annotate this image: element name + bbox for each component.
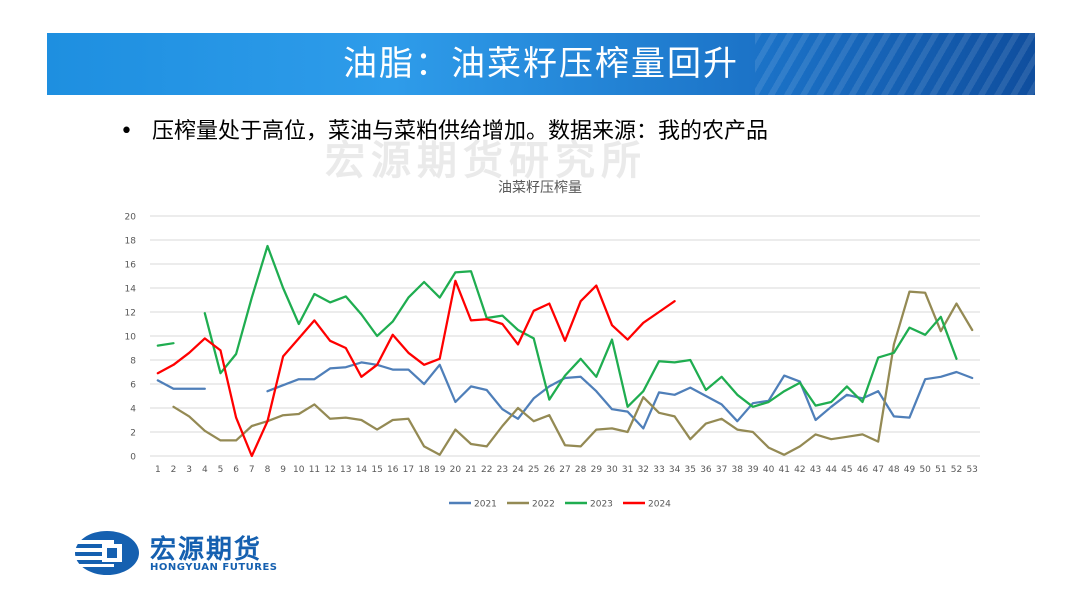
x-tick-label: 1 bbox=[155, 465, 161, 475]
x-tick-label: 39 bbox=[747, 465, 759, 475]
company-logo: 宏源期货 HONGYUAN FUTURES bbox=[74, 528, 314, 578]
x-tick-label: 2 bbox=[171, 465, 177, 475]
series-line-2022 bbox=[172, 290, 974, 456]
x-tick-label: 32 bbox=[638, 465, 649, 475]
x-tick-label: 16 bbox=[387, 465, 399, 475]
legend-item-2021: 2021 bbox=[449, 500, 497, 510]
x-tick-label: 24 bbox=[512, 465, 524, 475]
legend-item-2022: 2022 bbox=[507, 500, 555, 510]
x-tick-label: 41 bbox=[779, 465, 790, 475]
banner-stripes bbox=[755, 33, 1035, 95]
x-tick-label: 34 bbox=[669, 465, 681, 475]
x-tick-label: 15 bbox=[371, 465, 382, 475]
x-tick-label: 4 bbox=[202, 465, 208, 475]
legend-label: 2022 bbox=[532, 500, 555, 510]
x-tick-label: 52 bbox=[951, 465, 962, 475]
x-axis-ticks: 1 2 3 4 5 6 7 8 9 10 11 12 13 14 15 16 17 18 19 20 21 22 23 24 2… bbox=[155, 465, 978, 475]
x-tick-label: 46 bbox=[857, 465, 869, 475]
bullet-dot: • bbox=[120, 119, 133, 144]
x-tick-label: 11 bbox=[309, 465, 320, 475]
x-tick-label: 42 bbox=[794, 465, 805, 475]
series-line-2024 bbox=[156, 279, 676, 458]
x-tick-label: 5 bbox=[218, 465, 224, 475]
x-tick-label: 20 bbox=[450, 465, 462, 475]
x-tick-label: 12 bbox=[324, 465, 335, 475]
x-tick-label: 30 bbox=[606, 465, 618, 475]
series-line-2023 bbox=[156, 244, 958, 408]
chart-legend: 2021 2022 2023 2024 bbox=[449, 500, 671, 510]
hongyuan-logo-icon bbox=[74, 531, 139, 575]
y-tick-label: 4 bbox=[130, 405, 136, 415]
x-tick-label: 47 bbox=[872, 465, 883, 475]
x-tick-label: 26 bbox=[544, 465, 556, 475]
x-tick-label: 28 bbox=[575, 465, 587, 475]
x-tick-label: 50 bbox=[919, 465, 931, 475]
logo-name-cn: 宏源期货 bbox=[150, 535, 263, 565]
x-tick-label: 33 bbox=[653, 465, 664, 475]
page-title: 油脂：油菜籽压榨量回升 bbox=[343, 44, 739, 84]
chart-title: 油菜籽压榨量 bbox=[498, 179, 582, 196]
legend-label: 2021 bbox=[474, 500, 497, 510]
x-tick-label: 27 bbox=[559, 465, 570, 475]
x-tick-label: 14 bbox=[356, 465, 368, 475]
x-tick-label: 7 bbox=[249, 465, 255, 475]
x-tick-label: 44 bbox=[825, 465, 837, 475]
y-tick-label: 12 bbox=[125, 309, 136, 319]
legend-label: 2024 bbox=[648, 500, 671, 510]
bullet-text: 压榨量处于高位，菜油与菜粕供给增加。数据来源：我的农产品 bbox=[152, 119, 769, 144]
x-tick-label: 48 bbox=[888, 465, 900, 475]
x-tick-label: 43 bbox=[810, 465, 821, 475]
x-tick-label: 17 bbox=[403, 465, 414, 475]
y-axis-ticks: 0 2 4 6 8 10 12 14 16 18 20 bbox=[125, 213, 137, 463]
y-tick-label: 18 bbox=[125, 237, 137, 247]
legend-item-2023: 2023 bbox=[565, 500, 613, 510]
y-tick-label: 2 bbox=[130, 429, 136, 439]
y-tick-label: 20 bbox=[125, 213, 137, 223]
x-tick-label: 51 bbox=[935, 465, 946, 475]
x-tick-label: 19 bbox=[434, 465, 446, 475]
x-tick-label: 6 bbox=[233, 465, 239, 475]
y-tick-label: 8 bbox=[130, 357, 136, 367]
series-line-2021 bbox=[156, 361, 974, 430]
x-tick-label: 45 bbox=[841, 465, 852, 475]
logo-name-en: HONGYUAN FUTURES bbox=[150, 562, 278, 573]
x-tick-label: 23 bbox=[497, 465, 508, 475]
x-tick-label: 18 bbox=[418, 465, 430, 475]
x-tick-label: 13 bbox=[340, 465, 351, 475]
x-tick-label: 36 bbox=[700, 465, 712, 475]
y-tick-label: 14 bbox=[125, 285, 137, 295]
y-tick-label: 16 bbox=[125, 261, 137, 271]
x-tick-label: 3 bbox=[186, 465, 192, 475]
x-tick-label: 8 bbox=[265, 465, 271, 475]
x-tick-label: 31 bbox=[622, 465, 633, 475]
x-tick-label: 38 bbox=[732, 465, 744, 475]
legend-label: 2023 bbox=[590, 500, 613, 510]
x-tick-label: 37 bbox=[716, 465, 727, 475]
y-tick-label: 10 bbox=[125, 333, 137, 343]
y-tick-label: 6 bbox=[130, 381, 136, 391]
bullet-point: • 压榨量处于高位，菜油与菜粕供给增加。数据来源：我的农产品 bbox=[120, 113, 768, 145]
x-tick-label: 9 bbox=[280, 465, 286, 475]
x-tick-label: 29 bbox=[591, 465, 603, 475]
x-tick-label: 53 bbox=[966, 465, 977, 475]
x-tick-label: 35 bbox=[685, 465, 696, 475]
x-tick-label: 40 bbox=[763, 465, 775, 475]
x-tick-label: 22 bbox=[481, 465, 492, 475]
x-tick-label: 10 bbox=[293, 465, 305, 475]
x-tick-label: 49 bbox=[904, 465, 916, 475]
chart-gridlines bbox=[150, 215, 980, 457]
y-tick-label: 0 bbox=[130, 453, 136, 463]
title-banner: 油脂：油菜籽压榨量回升 bbox=[47, 33, 1035, 95]
chart-series bbox=[156, 244, 974, 458]
x-tick-label: 25 bbox=[528, 465, 539, 475]
x-tick-label: 21 bbox=[465, 465, 476, 475]
legend-item-2024: 2024 bbox=[623, 500, 671, 510]
